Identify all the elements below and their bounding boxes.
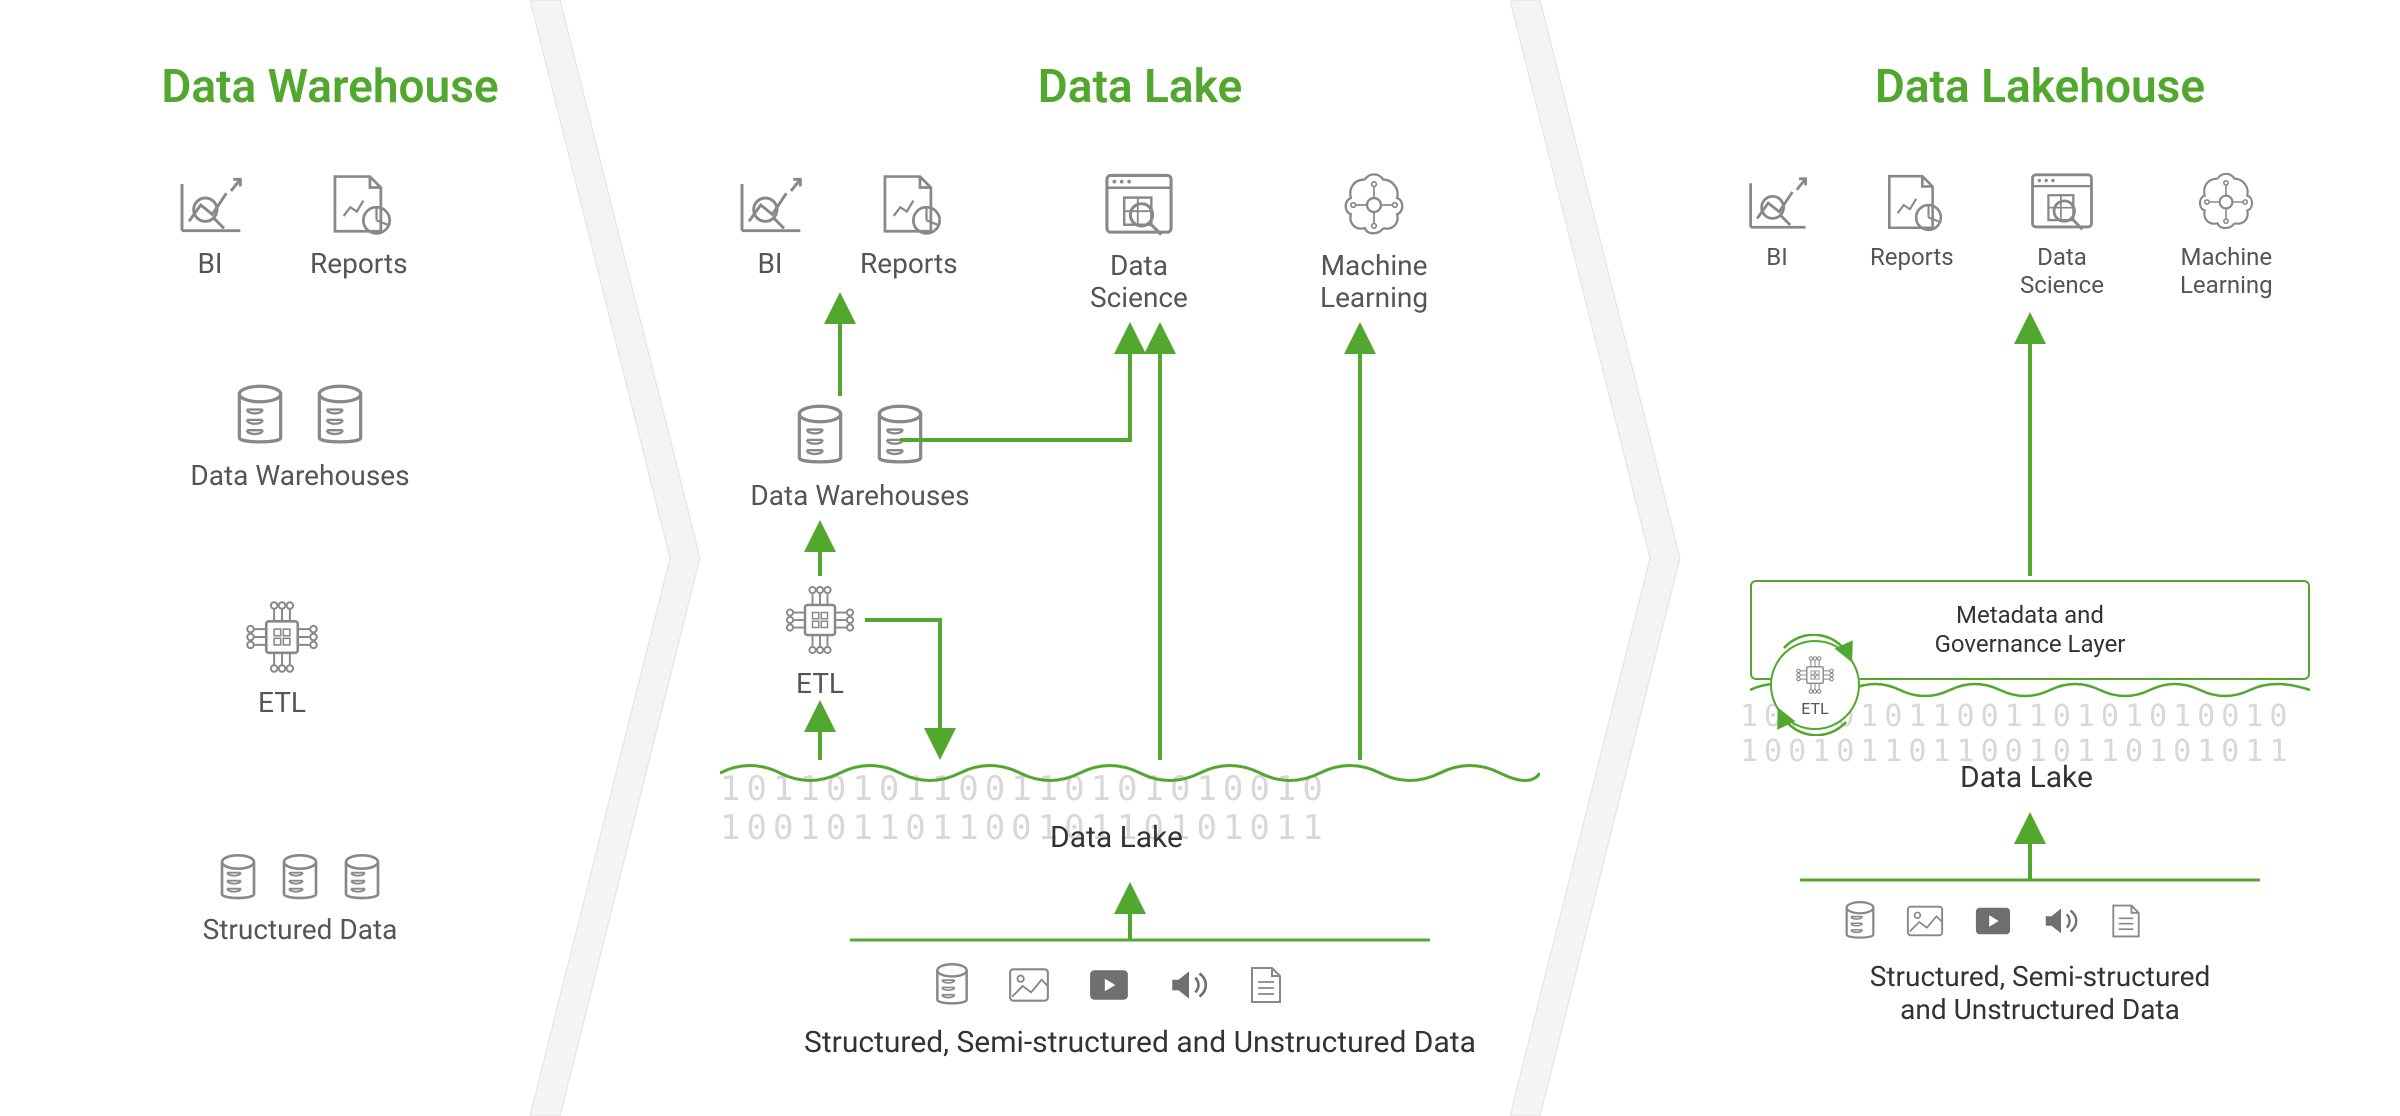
panel-data-warehouse: Data Warehouse BI Reports Data Warehouse… [0,0,660,1116]
database-icon [309,380,371,452]
database-icon [1840,898,1880,944]
video-icon [1084,964,1134,1006]
panel1-title: Data Warehouse [0,60,660,114]
panel-data-lakehouse: Data Lakehouse BI Reports Data Science M… [1680,0,2400,1116]
panel3-data-types-label: Structured, Semi-structured and Unstruct… [1680,960,2400,1026]
etl-chip-icon [240,595,324,679]
panel3-arrows [1680,0,2400,1000]
panel1-structured: Structured Data [160,850,440,946]
database-icon [930,960,974,1010]
bi-icon [170,170,250,240]
database-icon [276,850,324,906]
database-icon [338,850,386,906]
document-icon [1244,961,1288,1009]
panel-data-lake: Data Lake BI Reports Data Science Machin… [700,0,1580,1116]
panel1-etl-label: ETL [258,687,306,719]
image-icon [1004,963,1054,1007]
panel1-reports-label: Reports [310,248,408,280]
panel1-bi: BI [170,170,250,280]
image-icon [1902,901,1948,941]
database-icon [229,380,291,452]
panel2-arrows [700,0,1580,1000]
document-icon [2106,899,2146,943]
panel1-reports: Reports [310,170,408,280]
panel1-warehouses: Data Warehouses [170,380,430,492]
panel2-data-types-row [930,960,1288,1010]
panel1-warehouses-label: Data Warehouses [190,460,409,492]
audio-icon [1164,963,1214,1007]
reports-icon [319,170,399,240]
panel2-data-types-label: Structured, Semi-structured and Unstruct… [700,1025,1580,1060]
panel1-etl: ETL [240,595,324,719]
database-icon [214,850,262,906]
panel1-bi-label: BI [197,248,222,280]
audio-icon [2038,901,2084,941]
panel1-structured-label: Structured Data [203,914,398,946]
panel3-data-types-row [1840,898,2146,944]
video-icon [1970,902,2016,940]
